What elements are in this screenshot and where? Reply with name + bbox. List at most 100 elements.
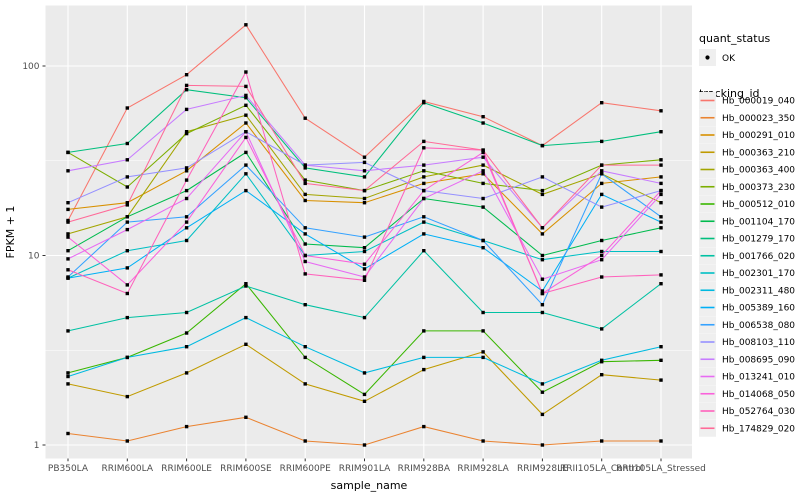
data-point bbox=[659, 249, 663, 254]
data-point bbox=[600, 373, 604, 377]
data-point bbox=[66, 150, 70, 155]
data-point bbox=[422, 355, 426, 360]
data-point bbox=[600, 358, 604, 362]
data-point bbox=[184, 169, 189, 173]
data-point bbox=[184, 73, 189, 77]
data-point bbox=[540, 192, 545, 197]
data-point bbox=[244, 284, 248, 288]
data-point bbox=[540, 382, 545, 386]
data-point bbox=[303, 116, 307, 120]
data-point bbox=[184, 88, 189, 92]
data-point bbox=[659, 181, 663, 186]
data-point bbox=[184, 310, 189, 315]
data-point bbox=[600, 439, 604, 443]
data-point bbox=[540, 310, 545, 315]
data-point bbox=[244, 415, 248, 419]
legend: quant_status OK tracking_id Hb_000019_04… bbox=[699, 32, 795, 437]
data-point bbox=[362, 175, 367, 179]
data-point bbox=[422, 101, 426, 105]
legend-entry-label: Hb_000512_010 bbox=[722, 200, 795, 210]
data-point bbox=[362, 155, 367, 159]
data-point bbox=[125, 203, 129, 207]
data-point bbox=[244, 172, 248, 176]
data-point bbox=[540, 303, 545, 307]
data-point bbox=[125, 249, 129, 253]
data-point bbox=[303, 382, 307, 386]
data-point bbox=[184, 107, 189, 112]
data-point bbox=[481, 115, 485, 119]
y-tick-label: 10 bbox=[28, 252, 40, 262]
data-point bbox=[659, 220, 663, 224]
data-point bbox=[303, 232, 307, 236]
data-point bbox=[600, 275, 604, 279]
data-point bbox=[481, 181, 485, 186]
data-point bbox=[125, 439, 129, 443]
data-point bbox=[303, 181, 307, 186]
data-point bbox=[540, 443, 545, 447]
data-point bbox=[125, 158, 129, 162]
data-point bbox=[481, 205, 485, 209]
data-point bbox=[362, 262, 367, 266]
data-point bbox=[66, 235, 70, 239]
data-point bbox=[481, 439, 485, 443]
data-point bbox=[422, 163, 426, 167]
data-point bbox=[422, 188, 426, 193]
data-point bbox=[481, 121, 485, 125]
data-point bbox=[659, 130, 663, 134]
x-tick-label: RRII105LA_Stressed bbox=[616, 464, 706, 474]
data-point bbox=[244, 130, 248, 134]
y-tick-label: 100 bbox=[22, 62, 39, 72]
legend-entry-label: Hb_006538_080 bbox=[722, 321, 795, 331]
data-point bbox=[303, 345, 307, 349]
x-tick-label: RRIM928LE bbox=[517, 464, 568, 474]
data-point bbox=[66, 257, 70, 261]
data-point bbox=[244, 135, 248, 140]
data-point bbox=[540, 289, 545, 293]
data-point bbox=[184, 345, 189, 349]
data-point bbox=[540, 291, 545, 296]
data-point bbox=[540, 143, 545, 148]
data-point bbox=[184, 220, 189, 224]
data-point bbox=[422, 196, 426, 201]
data-point bbox=[659, 192, 663, 197]
data-point bbox=[184, 371, 189, 375]
data-point bbox=[600, 327, 604, 331]
data-point bbox=[422, 424, 426, 429]
data-point bbox=[481, 150, 485, 155]
data-point bbox=[659, 273, 663, 277]
data-point bbox=[422, 139, 426, 144]
data-point bbox=[481, 310, 485, 315]
data-point bbox=[244, 163, 248, 167]
legend-entry-label: Hb_174829_020 bbox=[722, 424, 795, 434]
data-point bbox=[481, 329, 485, 333]
data-point bbox=[66, 431, 70, 436]
data-point bbox=[600, 169, 604, 173]
data-point bbox=[184, 178, 189, 182]
data-point bbox=[362, 315, 367, 320]
y-axis-tick-labels: 1 10 100 bbox=[22, 62, 39, 451]
data-point bbox=[659, 201, 663, 205]
data-point bbox=[600, 163, 604, 167]
x-tick-label: RRIM901LA bbox=[339, 464, 391, 474]
data-point bbox=[66, 371, 70, 375]
data-point bbox=[303, 355, 307, 360]
data-point bbox=[362, 188, 367, 193]
data-point bbox=[362, 169, 367, 173]
data-point bbox=[125, 106, 129, 110]
data-point bbox=[244, 342, 248, 346]
legend-entries: Hb_000019_040 Hb_000023_350 Hb_000291_010 H… bbox=[699, 92, 795, 437]
data-point bbox=[540, 258, 545, 262]
data-point bbox=[66, 169, 70, 173]
data-point bbox=[244, 113, 248, 117]
data-point bbox=[422, 181, 426, 186]
data-point bbox=[362, 392, 367, 397]
y-axis-title: FPKM + 1 bbox=[4, 206, 17, 259]
data-point bbox=[66, 207, 70, 212]
data-point bbox=[362, 246, 367, 250]
data-point bbox=[659, 163, 663, 167]
data-point bbox=[362, 267, 367, 271]
data-point bbox=[362, 278, 367, 282]
legend-entry-label: Hb_052764_030 bbox=[722, 407, 795, 417]
data-point bbox=[659, 378, 663, 382]
